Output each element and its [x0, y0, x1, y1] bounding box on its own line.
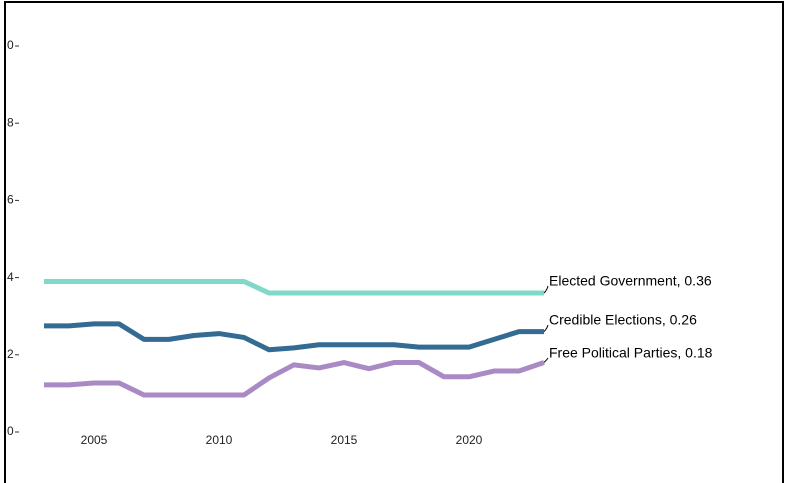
y-tick-label: 6 — [7, 193, 14, 207]
x-tick-label: 2020 — [456, 433, 483, 447]
label-connector — [543, 285, 549, 294]
series-label: Free Political Parties, 0.18 — [549, 345, 713, 361]
series-label: Elected Government, 0.36 — [549, 273, 712, 289]
y-tick-label: 8 — [7, 115, 14, 129]
x-tick-label: 2005 — [81, 433, 108, 447]
frame — [4, 1, 784, 483]
y-tick-label: 4 — [7, 270, 14, 284]
line — [44, 321, 544, 353]
label-connector — [543, 324, 549, 332]
series-label: Credible Elections, 0.26 — [549, 312, 697, 328]
y-tick-label: 0 — [7, 38, 14, 52]
label-connector — [543, 357, 549, 363]
line — [44, 278, 544, 296]
y-tick-label: 0 — [7, 424, 14, 438]
y-tick-label: 2 — [7, 347, 14, 361]
x-tick-label: 2010 — [206, 433, 233, 447]
line — [44, 360, 545, 398]
x-tick-label: 2015 — [331, 433, 358, 447]
